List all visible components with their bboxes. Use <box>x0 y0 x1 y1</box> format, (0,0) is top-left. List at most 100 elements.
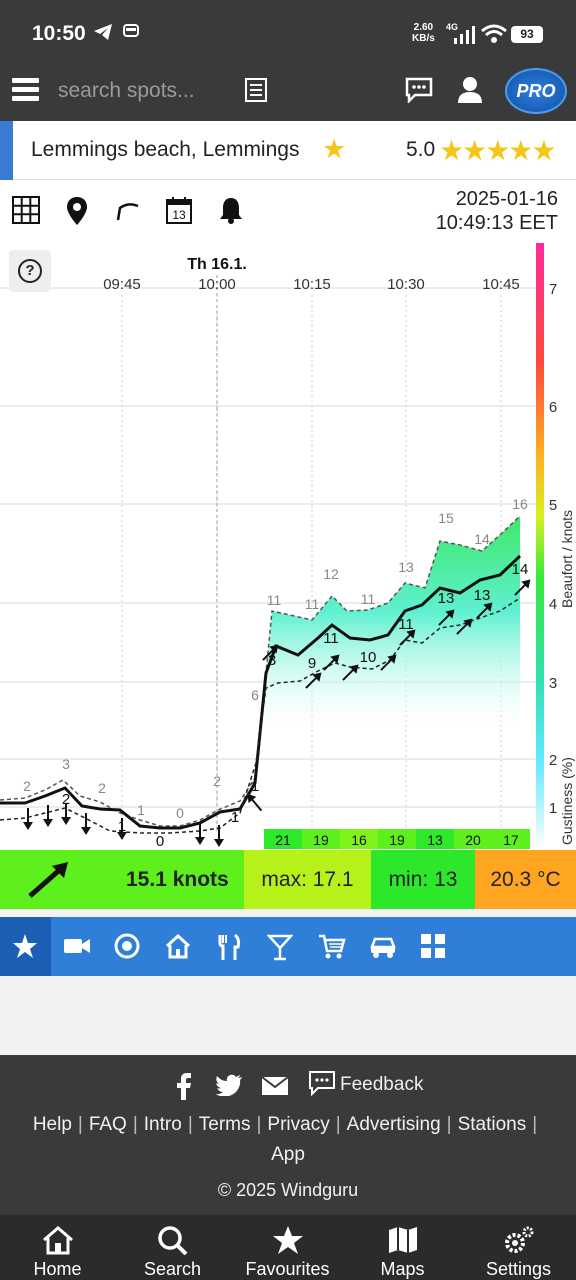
user-icon[interactable] <box>457 76 483 109</box>
wind-direction-arrow <box>43 805 53 827</box>
privacy-link[interactable]: Privacy <box>267 1114 330 1135</box>
help-link[interactable]: Help <box>32 1114 72 1135</box>
gustiness-cell <box>340 829 378 849</box>
footer-links: Help | FAQ | Intro | Terms | Privacy | Advertising… <box>32 1114 538 1165</box>
gustiness-cell <box>378 829 416 849</box>
gustiness-value: 21 <box>275 832 291 848</box>
feedback-label: Feedback <box>340 1074 424 1095</box>
wind-direction-arrow <box>399 629 416 646</box>
bars-tab[interactable] <box>255 917 306 976</box>
wind-value-label: 1 <box>231 809 239 826</box>
shops-tab[interactable] <box>306 917 357 976</box>
list-icon[interactable] <box>244 77 268 108</box>
wind-value-label: 14 <box>512 561 529 578</box>
gust-value-label: 6 <box>251 687 259 703</box>
intro-link[interactable]: Intro <box>143 1114 182 1135</box>
terms-link[interactable]: Terms <box>198 1114 251 1135</box>
spot-name[interactable]: Lemmings beach, Lemmings <box>31 138 300 161</box>
house-icon <box>165 933 191 959</box>
wind-arrow-head <box>349 664 359 674</box>
bell-icon[interactable] <box>219 196 243 229</box>
advertising-link[interactable]: Advertising <box>346 1114 441 1135</box>
time-tick-label: 10:30 <box>387 276 425 293</box>
station-icon[interactable] <box>116 200 140 227</box>
nav-settings[interactable]: Settings <box>461 1215 576 1280</box>
wind-direction-arrow <box>61 803 71 825</box>
faq-link[interactable]: FAQ <box>88 1114 127 1135</box>
gustiness-cell <box>454 829 492 849</box>
facebook-icon[interactable] <box>176 1072 192 1105</box>
favourites-tab[interactable] <box>0 917 51 976</box>
wind-arrow-head <box>312 672 322 682</box>
gustiness-value: 16 <box>351 832 367 848</box>
gust-value-label: 16 <box>512 496 528 512</box>
wind-direction-arrow <box>456 618 473 635</box>
gustiness-cell <box>416 829 454 849</box>
nav-favourites[interactable]: Favourites <box>230 1215 345 1280</box>
nav-favourites-label: Favourites <box>245 1259 330 1279</box>
wind-value-label: 10 <box>360 649 377 666</box>
grid-icon[interactable] <box>12 196 40 229</box>
pro-logo[interactable]: PRO <box>505 68 567 114</box>
wind-arrow-head <box>483 602 493 612</box>
chart-day-label: Th 16.1. <box>187 256 247 273</box>
gustiness-cell <box>492 829 530 849</box>
favourite-star-icon[interactable]: ★ <box>322 134 347 164</box>
nav-search[interactable]: Search <box>115 1215 230 1280</box>
wind-value-label: 9 <box>308 655 316 672</box>
cart-icon <box>319 934 346 959</box>
battery-level: 93 <box>511 26 543 43</box>
wind-value-label: 3 <box>268 652 276 669</box>
wind-direction-arrow <box>476 602 493 619</box>
twitter-icon[interactable] <box>215 1074 243 1101</box>
wind-chart[interactable]: 1 2 3 4 5 6 7 09:45 10:00 10:15 10:30 10:45 2 3 2 1 0 2 6 1… <box>0 243 576 850</box>
nav-maps[interactable]: Maps <box>345 1215 460 1280</box>
network-speed: 2.60 KB/s <box>412 22 435 44</box>
bottom-nav: Home Search Favourites Maps Settings <box>0 1215 576 1280</box>
wind-direction-arrow <box>195 823 205 845</box>
target-tab[interactable] <box>102 917 153 976</box>
menu-button[interactable] <box>12 78 39 102</box>
observation-date: 2025-01-16 <box>455 188 558 210</box>
wind-direction-arrow-icon <box>26 860 70 923</box>
app-link[interactable]: App <box>271 1144 305 1165</box>
wind-direction-arrow <box>514 579 531 596</box>
webcam-tab[interactable] <box>51 917 102 976</box>
wind-arrow-head <box>81 827 91 835</box>
wind-arrow-head <box>521 579 531 589</box>
gust-value-label: 2 <box>23 778 31 794</box>
beaufort-tick-label: 3 <box>549 675 557 692</box>
wifi-icon <box>481 24 507 49</box>
wind-direction-arrow <box>81 813 91 835</box>
wind-value-label: 11 <box>398 616 414 633</box>
gust-area-fill <box>264 516 520 728</box>
network-type: 4G <box>446 22 459 32</box>
beaufort-tick-label: 6 <box>549 399 557 416</box>
help-icon: ? <box>18 259 42 283</box>
chat-icon[interactable] <box>405 77 433 108</box>
email-icon[interactable] <box>261 1076 289 1101</box>
spot-toolbar: 13 2025-01-16 10:49:13 EET <box>0 180 576 243</box>
feedback-link[interactable]: Feedback <box>308 1070 423 1101</box>
restaurants-tab[interactable] <box>204 917 255 976</box>
search-icon <box>157 1226 187 1255</box>
accommodation-tab[interactable] <box>153 917 204 976</box>
beaufort-tick-label: 7 <box>549 281 557 298</box>
video-camera-icon <box>64 939 90 953</box>
wind-direction-arrow <box>380 654 397 671</box>
feedback-chat-icon <box>309 1071 335 1097</box>
gustiness-cell <box>302 829 340 849</box>
help-button[interactable]: ? <box>9 250 51 292</box>
gustiness-value: 19 <box>313 832 329 848</box>
wind-arrow-head <box>406 629 416 639</box>
nav-home[interactable]: Home <box>0 1215 115 1280</box>
gustiness-value: 17 <box>503 832 519 848</box>
more-tab[interactable] <box>408 917 459 976</box>
stations-link[interactable]: Stations <box>457 1114 527 1135</box>
calendar-icon[interactable]: 13 <box>166 196 192 229</box>
map-pin-icon[interactable] <box>66 196 88 231</box>
max-wind: max: 17.1 <box>244 850 371 909</box>
car-rental-tab[interactable] <box>357 917 408 976</box>
search-input[interactable] <box>58 76 228 106</box>
